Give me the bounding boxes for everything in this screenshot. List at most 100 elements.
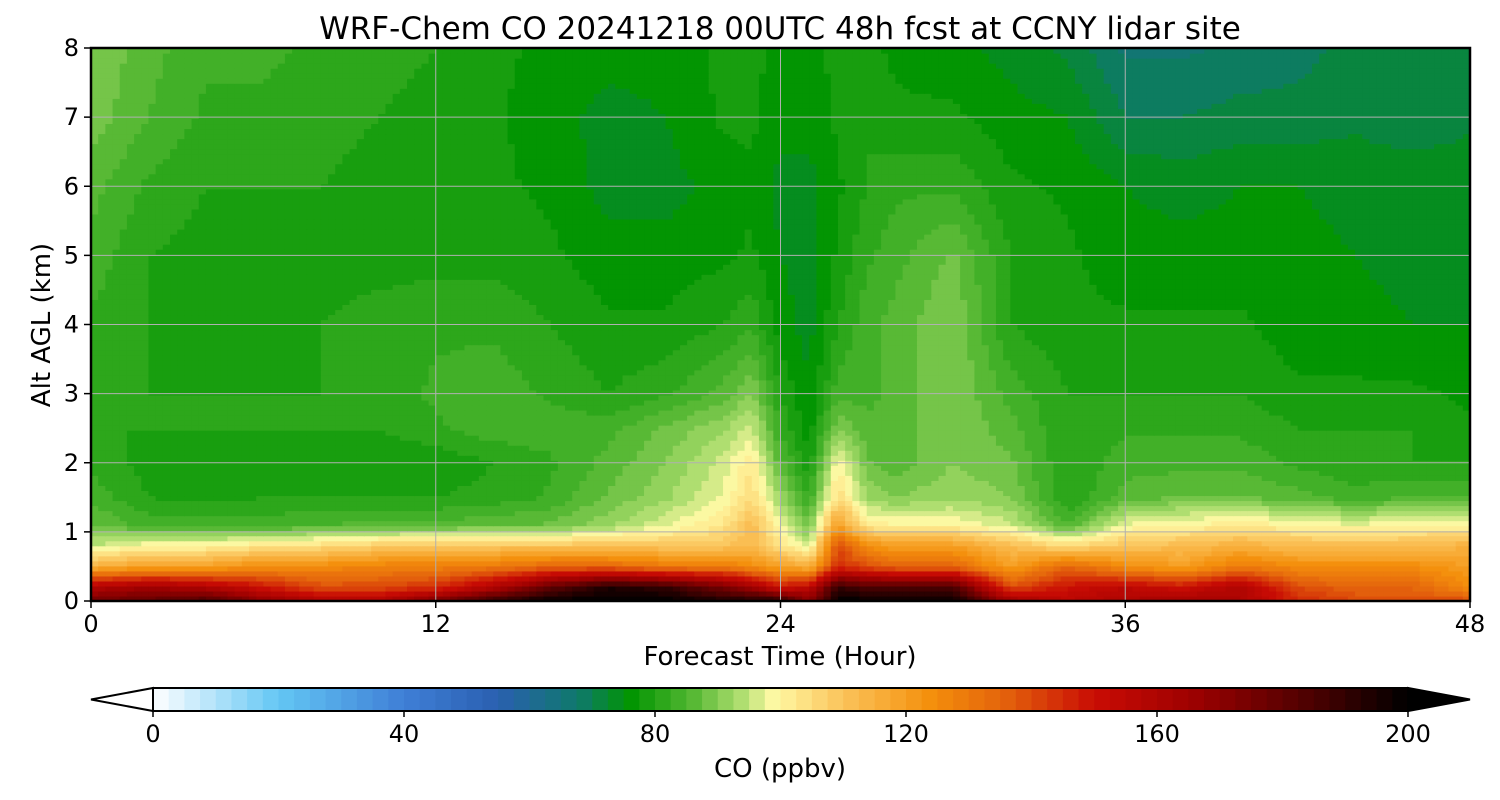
- heatmap-cell: [1340, 500, 1349, 507]
- heatmap-cell: [1369, 470, 1378, 476]
- heatmap-cell: [1053, 550, 1062, 557]
- heatmap-cell: [1168, 555, 1177, 562]
- heatmap-cell: [550, 590, 559, 597]
- heatmap-cell: [105, 515, 114, 522]
- heatmap-cell: [249, 520, 257, 527]
- heatmap-cell: [945, 485, 954, 491]
- heatmap-cell: [615, 485, 624, 491]
- heatmap-cell: [852, 585, 861, 592]
- heatmap-cell: [371, 565, 379, 572]
- heatmap-cell: [960, 540, 968, 547]
- heatmap-cell: [1074, 555, 1083, 562]
- heatmap-cell: [687, 545, 695, 552]
- heatmap-cell: [1074, 540, 1083, 547]
- heatmap-cell: [593, 500, 602, 507]
- heatmap-cell: [1118, 475, 1126, 481]
- heatmap-cell: [830, 520, 839, 527]
- heatmap-cell: [859, 550, 868, 557]
- heatmap-cell: [148, 535, 157, 542]
- heatmap-cell: [974, 540, 983, 547]
- heatmap-cell: [888, 530, 897, 537]
- heatmap-cell: [356, 490, 365, 497]
- heatmap-cell: [371, 595, 379, 601]
- heatmap-cell: [931, 540, 940, 547]
- heatmap-cell: [629, 590, 638, 597]
- heatmap-cell: [112, 545, 121, 552]
- heatmap-cell: [392, 530, 401, 537]
- heatmap-cell: [1161, 510, 1169, 517]
- heatmap-cell: [773, 595, 782, 601]
- heatmap-cell: [651, 545, 659, 552]
- heatmap-cell: [909, 580, 918, 587]
- heatmap-cell: [486, 565, 494, 572]
- heatmap-cell: [1434, 510, 1442, 517]
- heatmap-cell: [284, 525, 293, 532]
- heatmap-cell: [960, 525, 968, 532]
- heatmap-cell: [909, 520, 918, 527]
- heatmap-cell: [579, 560, 588, 567]
- heatmap-cell: [442, 585, 451, 592]
- heatmap-cell: [1448, 470, 1457, 476]
- heatmap-cell: [1060, 560, 1069, 567]
- heatmap-cell: [1290, 570, 1299, 577]
- heatmap-cell: [213, 575, 221, 582]
- heatmap-cell: [1261, 515, 1270, 522]
- heatmap-cell: [787, 550, 796, 557]
- heatmap-cell: [1146, 480, 1155, 486]
- heatmap-cell: [672, 490, 681, 497]
- heatmap-cell: [988, 485, 997, 491]
- heatmap-cell: [873, 470, 882, 476]
- heatmap-cell: [205, 555, 214, 562]
- heatmap-cell: [1132, 485, 1141, 491]
- heatmap-cell: [507, 480, 516, 486]
- heatmap-cell: [335, 530, 343, 537]
- heatmap-cell: [521, 485, 530, 491]
- heatmap-cell: [1326, 470, 1335, 476]
- heatmap-cell: [119, 495, 128, 502]
- heatmap-cell: [780, 505, 789, 512]
- heatmap-cell: [895, 540, 904, 547]
- heatmap-cell: [421, 570, 430, 577]
- heatmap-cell: [780, 535, 789, 542]
- heatmap-cell: [500, 580, 509, 587]
- heatmap-cell: [1031, 480, 1040, 486]
- heatmap-cell: [1448, 535, 1457, 542]
- heatmap-cell: [234, 565, 243, 572]
- heatmap-cell: [1232, 515, 1241, 522]
- heatmap-cell: [205, 565, 214, 572]
- heatmap-cell: [263, 545, 272, 552]
- heatmap-cell: [1082, 560, 1090, 567]
- heatmap-cell: [1103, 540, 1112, 547]
- heatmap-cell: [1369, 585, 1378, 592]
- heatmap-cell: [220, 590, 229, 597]
- heatmap-cell: [723, 550, 731, 557]
- heatmap-cell: [363, 570, 372, 577]
- heatmap-cell: [1003, 555, 1011, 562]
- heatmap-cell: [960, 480, 968, 486]
- heatmap-cell: [1161, 570, 1169, 577]
- heatmap-cell: [701, 545, 710, 552]
- heatmap-cell: [557, 560, 566, 567]
- heatmap-cell: [787, 485, 796, 491]
- heatmap-cell: [550, 530, 559, 537]
- heatmap-cell: [557, 495, 566, 502]
- heatmap-cell: [263, 570, 272, 577]
- heatmap-cell: [1412, 515, 1421, 522]
- heatmap-cell: [895, 545, 904, 552]
- heatmap-cell: [263, 540, 272, 547]
- heatmap-cell: [1125, 535, 1134, 542]
- heatmap-cell: [1082, 550, 1090, 557]
- heatmap-cell: [198, 470, 207, 476]
- heatmap-cell: [1103, 565, 1112, 572]
- heatmap-cell: [349, 595, 358, 601]
- heatmap-cell: [780, 555, 789, 562]
- heatmap-cell: [292, 570, 300, 577]
- heatmap-cell: [313, 545, 322, 552]
- heatmap-cell: [141, 520, 150, 527]
- heatmap-cell: [457, 590, 466, 597]
- heatmap-cell: [464, 560, 473, 567]
- heatmap-cell: [1412, 565, 1421, 572]
- heatmap-cell: [177, 500, 185, 507]
- heatmap-cell: [550, 505, 559, 512]
- heatmap-cell: [881, 535, 889, 542]
